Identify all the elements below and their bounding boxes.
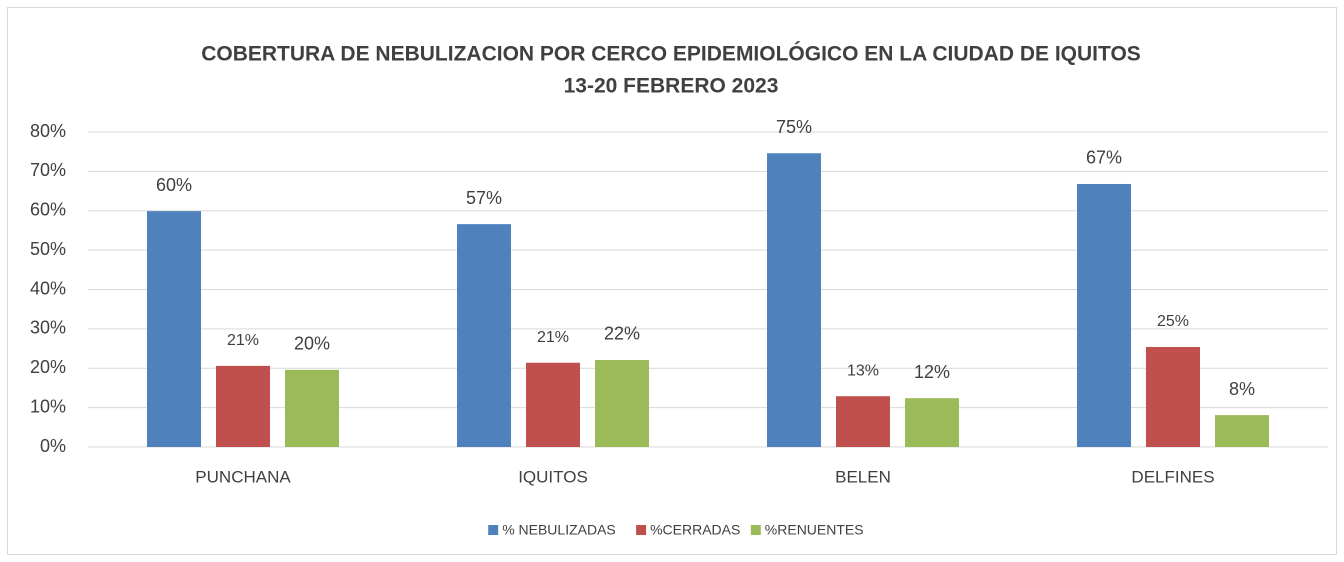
y-tick-label: 50% [30, 239, 66, 259]
data-label: 8% [1229, 379, 1255, 399]
x-tick-label: DELFINES [1131, 467, 1214, 486]
legend-label: %RENUENTES [765, 522, 864, 538]
x-tick-label: IQUITOS [518, 467, 588, 486]
data-label: 75% [776, 117, 812, 137]
bar [216, 365, 270, 447]
y-tick-label: 10% [30, 396, 66, 416]
y-tick-label: 60% [30, 200, 66, 220]
data-label: 13% [847, 362, 879, 379]
bar [836, 396, 890, 447]
data-label: 20% [294, 334, 330, 354]
bar [457, 224, 511, 447]
chart-title: COBERTURA DE NEBULIZACION POR CERCO EPID… [201, 42, 1141, 66]
x-tick-label: BELEN [835, 467, 891, 486]
data-label: 12% [914, 362, 950, 382]
bar [905, 398, 959, 447]
bar [1077, 183, 1131, 447]
bar [147, 211, 201, 447]
bar [595, 359, 649, 447]
data-label: 21% [537, 329, 569, 346]
bar [767, 153, 821, 447]
bar [1146, 346, 1200, 447]
y-tick-label: 30% [30, 318, 66, 338]
x-tick-label: PUNCHANA [195, 467, 291, 486]
legend-swatch [636, 525, 647, 535]
data-label: 21% [227, 332, 259, 349]
legend-swatch [750, 525, 761, 535]
data-label: 60% [156, 175, 192, 195]
bar [1215, 415, 1269, 447]
legend-swatch [488, 525, 499, 535]
bar [285, 369, 339, 447]
bar [526, 362, 580, 447]
y-tick-label: 40% [30, 278, 66, 298]
y-tick-label: 80% [30, 121, 66, 141]
data-label: 22% [604, 324, 640, 344]
y-tick-label: 20% [30, 357, 66, 377]
data-label: 67% [1086, 148, 1122, 168]
legend-label: %CERRADAS [650, 522, 740, 538]
data-label: 25% [1157, 313, 1189, 330]
chart-subtitle: 13-20 FEBRERO 2023 [564, 75, 779, 98]
y-tick-label: 0% [40, 436, 66, 456]
data-label: 57% [466, 188, 502, 208]
legend-label: % NEBULIZADAS [502, 522, 616, 538]
y-tick-label: 70% [30, 160, 66, 180]
